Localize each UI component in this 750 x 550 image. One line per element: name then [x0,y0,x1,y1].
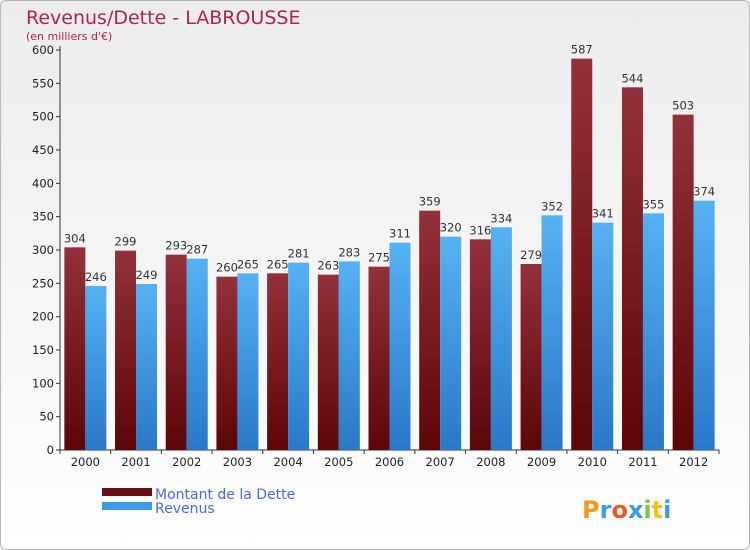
y-tick-label: 350 [32,210,54,224]
revenus-bar [490,227,512,450]
data-label: 281 [288,247,310,261]
data-label: 287 [186,243,208,257]
data-label: 263 [317,259,339,273]
data-label: 503 [672,99,694,113]
data-label: 311 [389,227,411,241]
revenus-bar [237,273,259,450]
x-tick-label: 2012 [679,455,708,469]
data-label: 374 [693,185,715,199]
debt-bar [469,239,491,450]
debt-bar [165,254,187,450]
proxiti-logo-text: Proxiti [582,496,671,524]
debt-bar [419,210,441,450]
data-label: 249 [136,268,158,282]
y-tick-label: 250 [32,276,54,290]
revenus-bar [136,284,158,450]
data-label: 246 [85,270,107,284]
revenus-bar [338,261,360,450]
data-label: 293 [165,239,187,253]
legend-label-revenus: Revenus [155,501,215,517]
debt-bar [317,274,339,450]
x-tick-label: 2010 [578,455,607,469]
y-tick-label: 450 [32,143,54,157]
legend-swatch-debt [102,488,152,496]
data-label: 316 [469,223,491,237]
debt-bar [368,266,390,450]
y-tick-label: 100 [32,376,54,390]
x-tick-label: 2007 [426,455,455,469]
y-tick-label: 150 [32,343,54,357]
x-tick-label: 2000 [71,455,100,469]
revenus-bar [288,262,310,450]
y-tick-label: 50 [39,410,54,424]
revenus-bar [693,200,715,450]
revenus-bar [642,213,664,450]
x-tick-label: 2011 [628,455,657,469]
data-label: 299 [115,235,137,249]
data-label: 279 [520,248,542,262]
revenus-bar [389,242,411,450]
x-tick-label: 2004 [273,455,302,469]
legend: Montant de la Dette Revenus [102,487,295,517]
y-tick-label: 600 [32,43,54,57]
data-label: 283 [338,245,360,259]
debt-bar [267,273,289,450]
data-label: 265 [237,257,259,271]
x-tick-label: 2003 [223,455,252,469]
bars [64,58,715,451]
x-tick-label: 2009 [527,455,556,469]
y-tick-label: 550 [32,76,54,90]
debt-bar [621,87,643,450]
data-label: 544 [621,71,643,85]
legend-swatch-revenus [102,502,152,510]
data-label: 275 [368,251,390,265]
data-label: 352 [541,199,563,213]
debt-bar [672,114,694,451]
data-label: 304 [64,231,86,245]
x-tick-label: 2008 [476,455,505,469]
debt-bar [571,58,593,451]
y-tick-label: 400 [32,176,54,190]
revenus-bar [186,258,208,450]
data-label: 260 [216,261,238,275]
x-tick-label: 2006 [375,455,404,469]
revenus-bar [85,286,107,450]
x-tick-label: 2005 [324,455,353,469]
y-tick-label: 200 [32,310,54,324]
y-tick-label: 300 [32,243,54,257]
x-tick-label: 2002 [172,455,201,469]
debt-bar [216,276,238,450]
debt-bar [64,247,86,450]
debt-bar [115,250,137,450]
chart-subtitle: (en milliers d'€) [26,30,112,43]
x-tick-label: 2001 [121,455,150,469]
legend-label-debt: Montant de la Dette [155,487,295,503]
y-tick-label: 0 [47,443,54,457]
revenus-bar [541,215,563,450]
data-label: 265 [267,257,289,271]
data-label: 355 [642,197,664,211]
proxiti-logo: Proxiti [582,496,671,524]
data-label: 587 [571,43,593,57]
data-label: 334 [490,211,512,225]
data-label: 359 [419,195,441,209]
data-label: 341 [592,207,614,221]
debt-bar [520,264,542,450]
chart-title: Revenus/Dette - LABROUSSE [26,7,300,29]
y-tick-label: 500 [32,110,54,124]
revenus-bar [440,236,462,450]
revenus-bar [592,222,614,450]
data-label: 320 [440,221,462,235]
